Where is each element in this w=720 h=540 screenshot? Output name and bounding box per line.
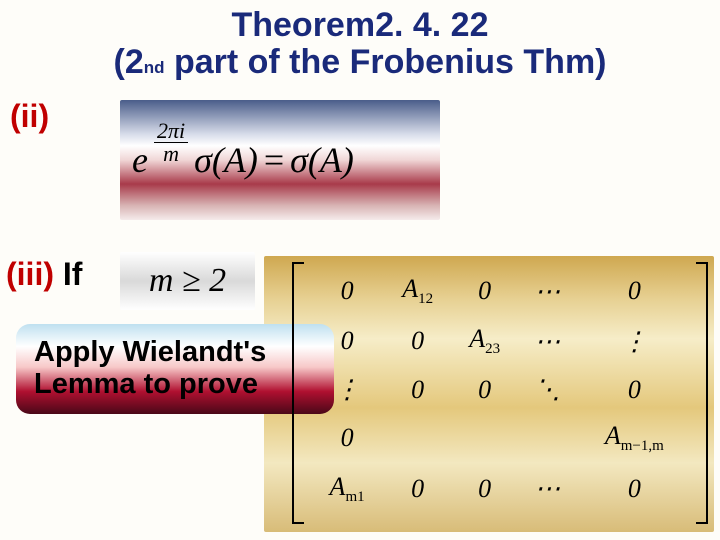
note-line-1: Apply Wielandt's	[34, 337, 334, 369]
matrix-cell: 0	[577, 464, 692, 514]
matrix-cell	[384, 413, 451, 463]
matrix-cell: ⋯	[518, 464, 577, 514]
matrix-cell: A12	[384, 266, 451, 316]
item-ii-label: (ii)	[10, 98, 49, 135]
matrix-cell: 0	[577, 366, 692, 413]
matrix-cell: ⋮	[310, 366, 384, 413]
slide-title: Theorem2. 4. 22 (2nd part of the Frobeni…	[0, 0, 720, 82]
formula-exponent-fraction: 2πi m	[154, 120, 188, 165]
item-iii-label: (iii) If	[6, 256, 82, 293]
formula-lhs: σ(A)	[194, 139, 258, 181]
matrix-cell: ⋮	[577, 316, 692, 366]
note-box: Apply Wielandt's Lemma to prove	[16, 324, 334, 414]
matrix-cell: ⋯	[518, 266, 577, 316]
matrix-cell: ⋯	[518, 316, 577, 366]
formula-rhs: σ(A)	[290, 139, 354, 181]
matrix-row: Am1 0 0 ⋯ 0	[310, 464, 692, 514]
matrix-cell	[518, 413, 577, 463]
exp-numerator: 2πi	[154, 120, 188, 143]
formula-ii-content: e 2πi m σ(A) = σ(A)	[132, 138, 354, 183]
title-2-post: part of the Frobenius Thm)	[165, 43, 607, 81]
matrix-cell: Am−1,m	[577, 413, 692, 463]
matrix-cell: 0	[310, 413, 384, 463]
title-2-pre: (2	[114, 43, 144, 81]
matrix-row: 0 A12 0 ⋯ 0	[310, 266, 692, 316]
block-matrix: 0 A12 0 ⋯ 0 0 0 A23 ⋯ ⋮ ⋮ 0 0 ⋱ 0 0 Am−1…	[292, 258, 708, 528]
matrix-right-bracket	[696, 262, 708, 524]
title-2-sub: nd	[144, 58, 165, 77]
formula-ii-box: e 2πi m σ(A) = σ(A)	[120, 100, 440, 220]
matrix-row: 0 Am−1,m	[310, 413, 692, 463]
matrix-cell: ⋱	[518, 366, 577, 413]
matrix-cell	[451, 413, 518, 463]
matrix-cell: 0	[384, 464, 451, 514]
formula-eq: =	[264, 139, 284, 181]
matrix-row: 0 0 A23 ⋯ ⋮	[310, 316, 692, 366]
matrix-table: 0 A12 0 ⋯ 0 0 0 A23 ⋯ ⋮ ⋮ 0 0 ⋱ 0 0 Am−1…	[310, 266, 692, 514]
matrix-cell: 0	[384, 366, 451, 413]
matrix-cell: A23	[451, 316, 518, 366]
condition-m-geq-2: m ≥ 2	[120, 252, 255, 310]
matrix-cell: 0	[577, 266, 692, 316]
matrix-cell: 0	[310, 316, 384, 366]
matrix-cell: 0	[451, 266, 518, 316]
matrix-left-bracket	[292, 262, 304, 524]
title-line-2: (2nd part of the Frobenius Thm)	[0, 43, 720, 82]
matrix-cell: 0	[451, 464, 518, 514]
matrix-cell: 0	[451, 366, 518, 413]
matrix-row: ⋮ 0 0 ⋱ 0	[310, 366, 692, 413]
item-iii-red: (iii)	[6, 256, 54, 292]
title-line-1: Theorem2. 4. 22	[0, 6, 720, 45]
matrix-cell: 0	[384, 316, 451, 366]
formula-e: e	[132, 139, 148, 181]
matrix-cell: 0	[310, 266, 384, 316]
item-iii-black: If	[54, 256, 82, 292]
exp-denominator: m	[160, 143, 182, 165]
note-line-2: Lemma to prove	[34, 369, 334, 401]
matrix-cell: Am1	[310, 464, 384, 514]
